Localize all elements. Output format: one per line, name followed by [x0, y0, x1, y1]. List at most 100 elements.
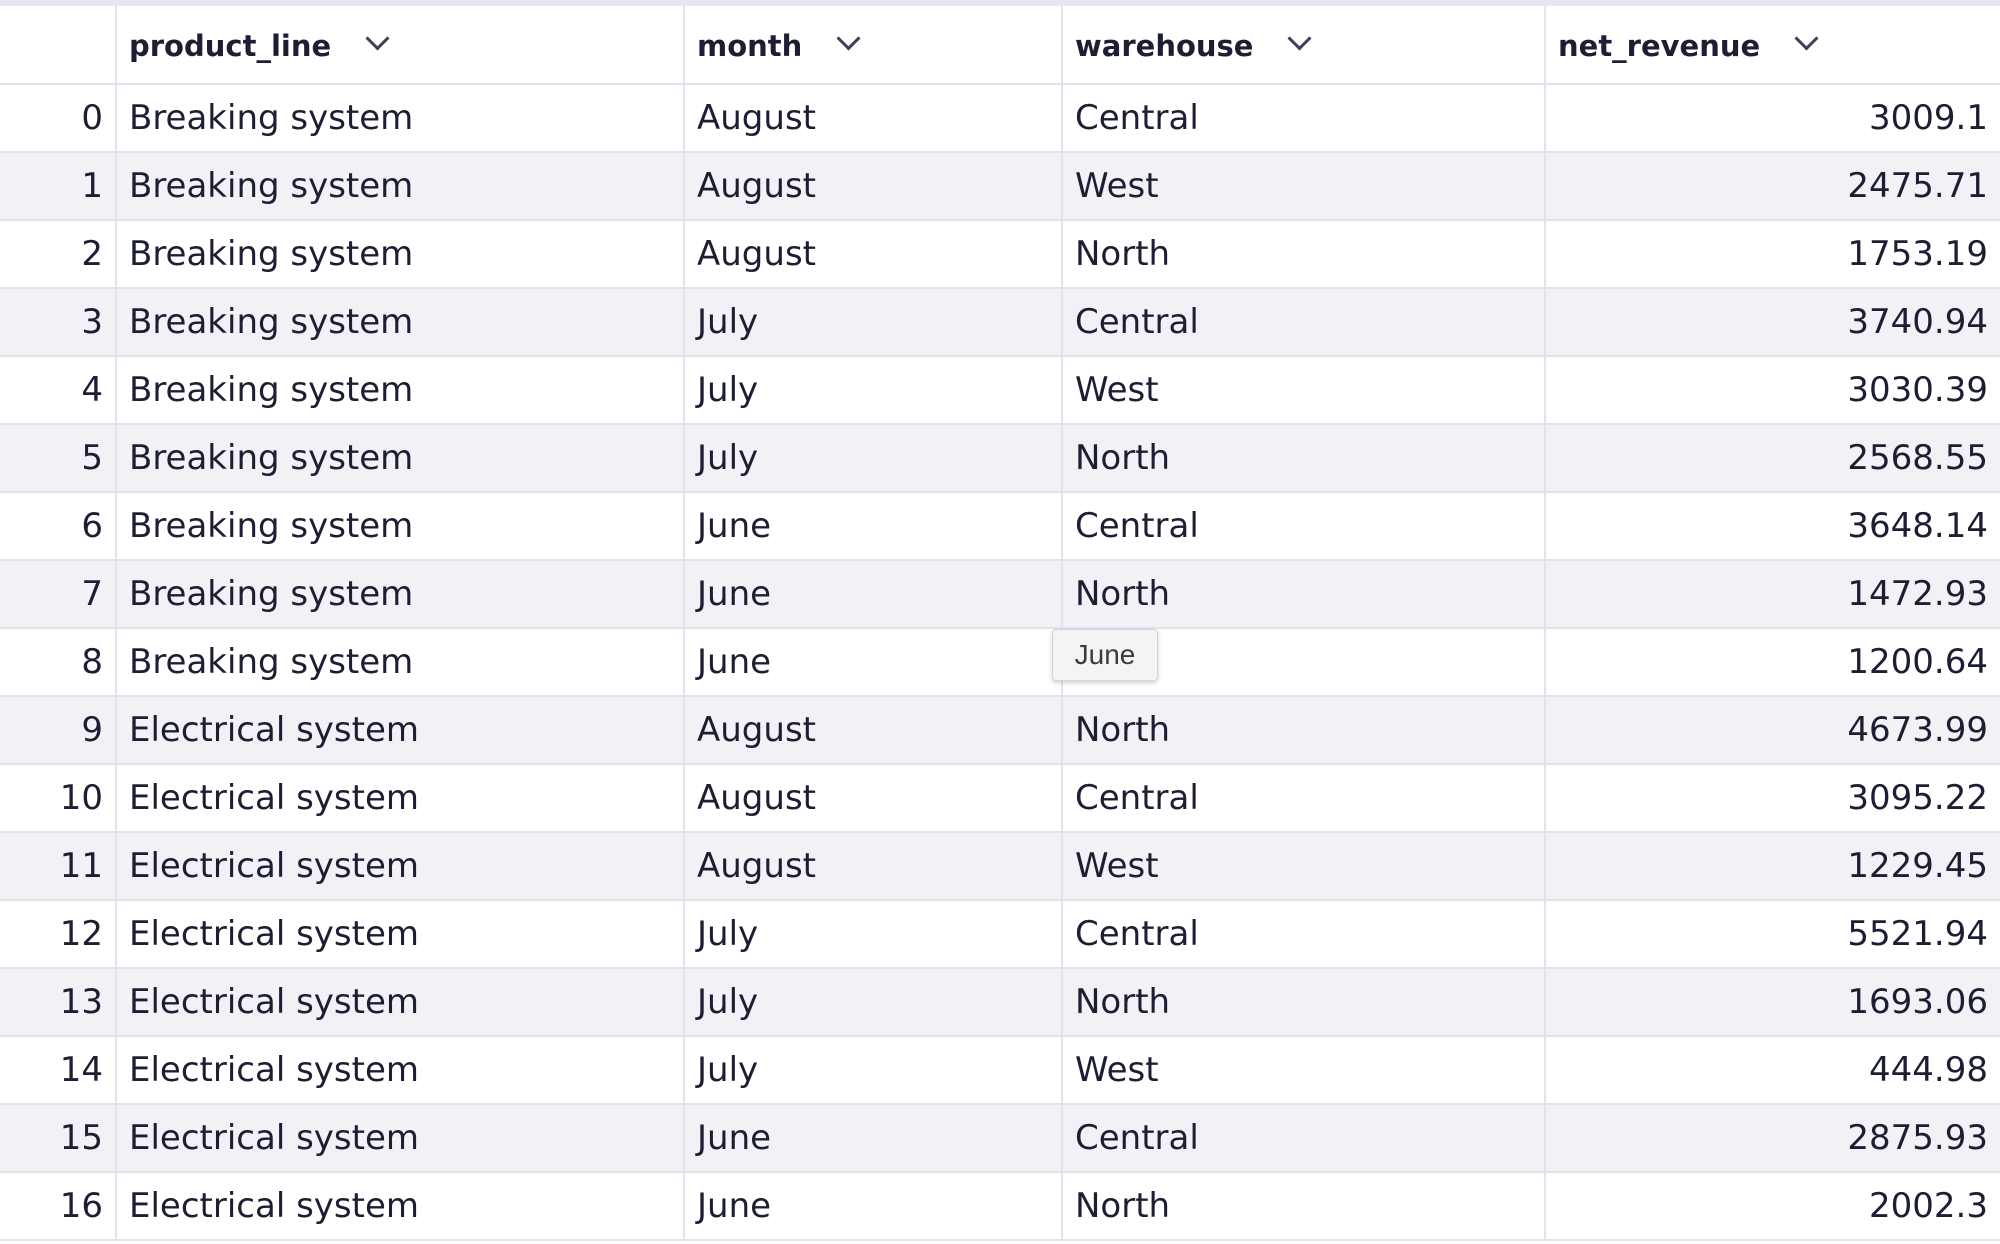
net-revenue-cell[interactable]: 5521.94 [1544, 899, 2000, 969]
net-revenue-cell[interactable]: 3095.22 [1544, 763, 2000, 833]
product-line-cell[interactable]: Breaking system [115, 559, 685, 629]
net-revenue-cell[interactable]: 3740.94 [1544, 287, 2000, 357]
column-header-month[interactable]: month [683, 6, 1063, 85]
month-cell[interactable]: August [683, 219, 1063, 289]
row-index-cell[interactable]: 16 [0, 1171, 117, 1241]
net-revenue-cell[interactable]: 3009.1 [1544, 83, 2000, 153]
table-row: 0 Breaking system August Central 3009.1 [0, 83, 2000, 153]
month-cell[interactable]: July [683, 899, 1063, 969]
net-revenue-cell[interactable]: 2475.71 [1544, 151, 2000, 221]
month-cell[interactable]: August [683, 83, 1063, 153]
chevron-down-icon[interactable] [1287, 25, 1313, 51]
net-revenue-cell[interactable]: 1472.93 [1544, 559, 2000, 629]
net-revenue-cell[interactable]: 1693.06 [1544, 967, 2000, 1037]
net-revenue-cell[interactable]: 2875.93 [1544, 1103, 2000, 1173]
warehouse-cell[interactable]: West [1061, 355, 1546, 425]
warehouse-cell[interactable]: North [1061, 423, 1546, 493]
column-header-index [0, 6, 117, 85]
warehouse-cell[interactable]: Central [1061, 83, 1546, 153]
warehouse-cell[interactable]: North [1061, 967, 1546, 1037]
warehouse-cell[interactable]: Central [1061, 287, 1546, 357]
month-cell[interactable]: July [683, 287, 1063, 357]
net-revenue-cell[interactable]: 3648.14 [1544, 491, 2000, 561]
row-index-cell[interactable]: 7 [0, 559, 117, 629]
chevron-down-icon[interactable] [365, 25, 390, 51]
month-cell[interactable]: July [683, 967, 1063, 1037]
row-index-cell[interactable]: 8 [0, 627, 117, 697]
month-cell[interactable]: August [683, 151, 1063, 221]
warehouse-cell[interactable]: Central [1061, 899, 1546, 969]
product-line-cell[interactable]: Electrical system [115, 695, 685, 765]
net-revenue-cell[interactable]: 1229.45 [1544, 831, 2000, 901]
product-line-cell[interactable]: Electrical system [115, 967, 685, 1037]
month-cell[interactable]: July [683, 1035, 1063, 1105]
net-revenue-cell[interactable]: 2002.3 [1544, 1171, 2000, 1241]
month-cell[interactable]: July [683, 355, 1063, 425]
warehouse-cell[interactable]: West [1061, 1035, 1546, 1105]
product-line-cell[interactable]: Electrical system [115, 831, 685, 901]
net-revenue-cell[interactable]: 444.98 [1544, 1035, 2000, 1105]
cell-tooltip: June [1052, 629, 1158, 681]
product-line-cell[interactable]: Electrical system [115, 899, 685, 969]
product-line-cell[interactable]: Breaking system [115, 219, 685, 289]
column-header-product-line[interactable]: product_line [115, 6, 685, 85]
month-cell[interactable]: August [683, 695, 1063, 765]
row-index-cell[interactable]: 3 [0, 287, 117, 357]
product-line-cell[interactable]: Electrical system [115, 1103, 685, 1173]
table-row: 11 Electrical system August West 1229.45 [0, 831, 2000, 901]
row-index-cell[interactable]: 5 [0, 423, 117, 493]
warehouse-cell[interactable]: North [1061, 559, 1546, 629]
month-cell[interactable]: June [683, 1103, 1063, 1173]
column-header-warehouse[interactable]: warehouse [1061, 6, 1546, 85]
row-index-cell[interactable]: 11 [0, 831, 117, 901]
product-line-cell[interactable]: Breaking system [115, 287, 685, 357]
row-index-cell[interactable]: 0 [0, 83, 117, 153]
row-index-cell[interactable]: 13 [0, 967, 117, 1037]
month-cell[interactable]: June [683, 491, 1063, 561]
product-line-cell[interactable]: Breaking system [115, 83, 685, 153]
chevron-down-icon[interactable] [836, 25, 861, 51]
product-line-cell[interactable]: Electrical system [115, 1171, 685, 1241]
row-index-cell[interactable]: 10 [0, 763, 117, 833]
warehouse-cell[interactable]: North [1061, 1171, 1546, 1241]
product-line-cell[interactable]: Breaking system [115, 423, 685, 493]
warehouse-cell[interactable]: North [1061, 695, 1546, 765]
row-index-cell[interactable]: 1 [0, 151, 117, 221]
row-index-cell[interactable]: 9 [0, 695, 117, 765]
month-cell[interactable]: August [683, 763, 1063, 833]
warehouse-cell[interactable]: North [1061, 219, 1546, 289]
top-strip [0, 0, 2000, 6]
month-cell[interactable]: August [683, 831, 1063, 901]
net-revenue-cell[interactable]: 1753.19 [1544, 219, 2000, 289]
table-row: 3 Breaking system July Central 3740.94 [0, 287, 2000, 357]
net-revenue-cell[interactable]: 2568.55 [1544, 423, 2000, 493]
row-index-cell[interactable]: 4 [0, 355, 117, 425]
month-cell[interactable]: June [683, 627, 1063, 697]
month-cell[interactable]: June [683, 559, 1063, 629]
month-cell[interactable]: July [683, 423, 1063, 493]
net-revenue-cell[interactable]: 1200.64 [1544, 627, 2000, 697]
net-revenue-cell[interactable]: 4673.99 [1544, 695, 2000, 765]
row-index-cell[interactable]: 12 [0, 899, 117, 969]
product-line-cell[interactable]: Electrical system [115, 763, 685, 833]
warehouse-cell[interactable]: West [1061, 831, 1546, 901]
warehouse-cell[interactable]: Central [1061, 491, 1546, 561]
table-row: 5 Breaking system July North 2568.55 [0, 423, 2000, 493]
table-row: 9 Electrical system August North 4673.99 [0, 695, 2000, 765]
product-line-cell[interactable]: Breaking system [115, 151, 685, 221]
row-index-cell[interactable]: 15 [0, 1103, 117, 1173]
product-line-cell[interactable]: Breaking system [115, 355, 685, 425]
product-line-cell[interactable]: Breaking system [115, 627, 685, 697]
row-index-cell[interactable]: 14 [0, 1035, 117, 1105]
warehouse-cell[interactable]: West [1061, 151, 1546, 221]
warehouse-cell[interactable]: Central [1061, 763, 1546, 833]
product-line-cell[interactable]: Breaking system [115, 491, 685, 561]
net-revenue-cell[interactable]: 3030.39 [1544, 355, 2000, 425]
column-header-net-revenue[interactable]: net_revenue [1544, 6, 2000, 85]
product-line-cell[interactable]: Electrical system [115, 1035, 685, 1105]
row-index-cell[interactable]: 2 [0, 219, 117, 289]
row-index-cell[interactable]: 6 [0, 491, 117, 561]
warehouse-cell[interactable]: Central [1061, 1103, 1546, 1173]
month-cell[interactable]: June [683, 1171, 1063, 1241]
chevron-down-icon[interactable] [1794, 25, 1819, 51]
